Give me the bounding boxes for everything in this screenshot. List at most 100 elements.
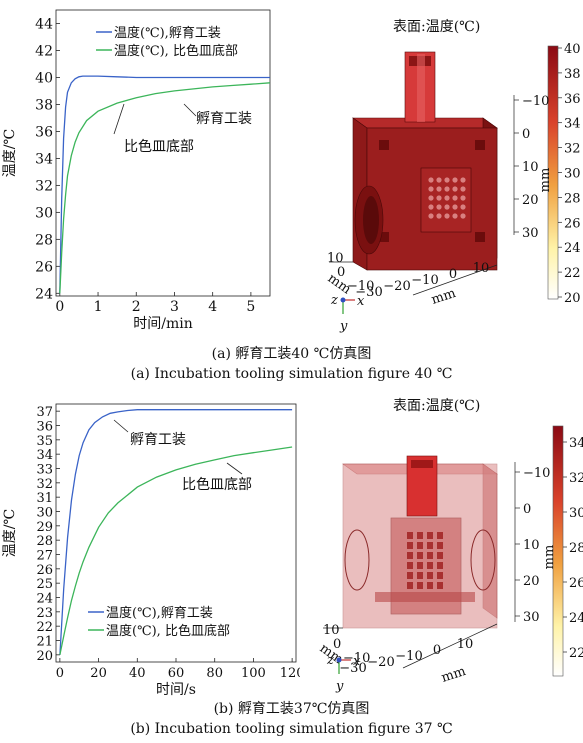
axis3d-tick-label: 10 (457, 637, 474, 652)
legend-label: 温度(℃),孵育工装 (114, 25, 221, 41)
figure-panel-b: 0204060801001202021222324252627282930313… (0, 392, 583, 743)
line-chart-a: 0 1 2 3 4 52426283032343638404244时间/min温度/℃温度… (2, 9, 271, 332)
colorbar-b (552, 425, 564, 677)
annotation-leader (113, 103, 125, 135)
y-tick-label: 24 (35, 286, 53, 302)
axis3d-tick-label: 0 (433, 643, 441, 658)
colorbar-tick-label: 28 (564, 191, 581, 206)
y-tick-label: 34 (36, 448, 53, 463)
triad-x-label: x (357, 294, 365, 309)
caption-cn-a: (a) 孵育工装40 ℃仿真图 (211, 346, 372, 362)
axis3d-tick-label: 10 (522, 160, 539, 175)
axis3d-tick-label: −10 (522, 94, 549, 109)
colorbar-tick-label: 20 (564, 291, 581, 306)
x-axis-label: 时间/min (133, 316, 193, 332)
axes3d-a (329, 95, 515, 296)
x-tick-label: 20 (90, 666, 107, 681)
axis3d-tick-label: 0 (449, 267, 457, 282)
y-tick-label: 28 (36, 534, 53, 549)
colorbar-tick-label: 30 (564, 167, 581, 182)
annotation-label: 比色皿底部 (182, 476, 252, 493)
annotation-leader (226, 462, 243, 475)
y-tick-label: 35 (36, 434, 53, 449)
annotation-label: 孵育工装 (130, 432, 186, 448)
y-tick-label: 36 (35, 124, 53, 140)
x-tick-label: 0 (55, 299, 64, 315)
triad-y-label: y (339, 319, 348, 334)
legend-label: 温度(℃),孵育工装 (106, 605, 213, 621)
scene-title-a: 表面:温度(℃) (393, 19, 481, 35)
caption-en-a: (a) Incubation tooling simulation figure… (130, 366, 453, 382)
colorbar-ticks-b: 34 32 30 28 26 24 22 (563, 436, 583, 661)
y-tick-label: 26 (36, 563, 53, 578)
axis3d-tick-label: −10 (523, 466, 550, 481)
series-line-0 (59, 75, 270, 294)
annotation-label: 比色皿底部 (124, 138, 194, 155)
scene-title-b: 表面:温度(℃) (393, 398, 481, 414)
axis3d-unit-label: mm (440, 664, 468, 686)
x-tick-label: 4 (208, 299, 217, 315)
series-line-1 (59, 446, 293, 655)
x-tick-label: 120 (280, 666, 300, 681)
y-tick-label: 40 (35, 70, 53, 86)
colorbar-ticks-a: 40 38 36 34 32 30 28 26 24 22 20 (558, 42, 581, 306)
y-tick-label: 44 (35, 16, 53, 32)
colorbar-tick-label: 26 (569, 576, 583, 591)
y-tick-label: 22 (36, 620, 53, 635)
triad-z-label: z (330, 293, 338, 308)
triad-x-label: x (353, 654, 361, 669)
axis3d-tick-label: −20 (367, 655, 394, 670)
colorbar-tick-label: 32 (564, 142, 581, 157)
triad-z-axis (336, 657, 342, 663)
y-tick-label: 34 (35, 151, 53, 167)
y-tick-label: 36 (36, 420, 53, 435)
axis3d-tick-label: 0 (523, 502, 531, 517)
axis3d-unit-label: mm (542, 545, 557, 570)
y-tick-label: 21 (36, 635, 53, 650)
axis3d-tick-label: −30 (339, 661, 366, 676)
triad-z-label: z (326, 653, 334, 668)
axis3d-tick-label: 20 (522, 193, 539, 208)
y-tick-label: 33 (36, 463, 53, 478)
y-tick-label: 32 (35, 178, 53, 194)
axis3d-tick-label: −30 (355, 285, 382, 300)
annotation-leader (183, 103, 197, 117)
incubator-model-a (352, 51, 498, 271)
x-tick-label: 1 (94, 299, 103, 315)
y-tick-label: 42 (35, 43, 53, 59)
colorbar-tick-label: 36 (564, 92, 581, 107)
x-tick-label: 3 (170, 299, 179, 315)
colorbar-tick-label: 26 (564, 216, 581, 231)
y-tick-label: 31 (36, 491, 53, 506)
triad-z-axis (340, 297, 346, 303)
y-tick-label: 26 (35, 259, 53, 275)
x-axis-label: 时间/s (156, 682, 196, 698)
axis3d-unit-label: mm (538, 168, 553, 193)
colorbar-tick-label: 28 (569, 541, 583, 556)
axis3d-unit-label: mm (430, 286, 458, 308)
x-tick-label: 5 (246, 299, 255, 315)
colorbar-tick-label: 38 (564, 67, 581, 82)
x-tick-label: 0 (56, 666, 64, 681)
colorbar-tick-label: 22 (564, 266, 581, 281)
axis3d-tick-label: 30 (522, 226, 539, 241)
axis3d-tick-label: 0 (333, 637, 341, 652)
y-tick-label: 37 (36, 405, 53, 420)
axis3d-tick-label: −10 (347, 279, 374, 294)
y-tick-label: 38 (35, 97, 53, 113)
triad-y-label: y (335, 679, 344, 694)
annotation-leader (113, 419, 129, 433)
colorbar-tick-label: 22 (569, 646, 583, 661)
y-tick-label: 32 (36, 477, 53, 492)
colorbar-tick-label: 24 (564, 241, 581, 256)
x-tick-label: 2 (132, 299, 141, 315)
colorbar-tick-label: 40 (564, 42, 581, 57)
axis3d-tick-label: 10 (327, 251, 344, 266)
axis3d-tick-label: −10 (395, 649, 422, 664)
y-tick-label: 30 (35, 205, 53, 221)
colorbar-tick-label: 32 (569, 471, 583, 486)
axis3d-tick-label: 20 (523, 574, 540, 589)
